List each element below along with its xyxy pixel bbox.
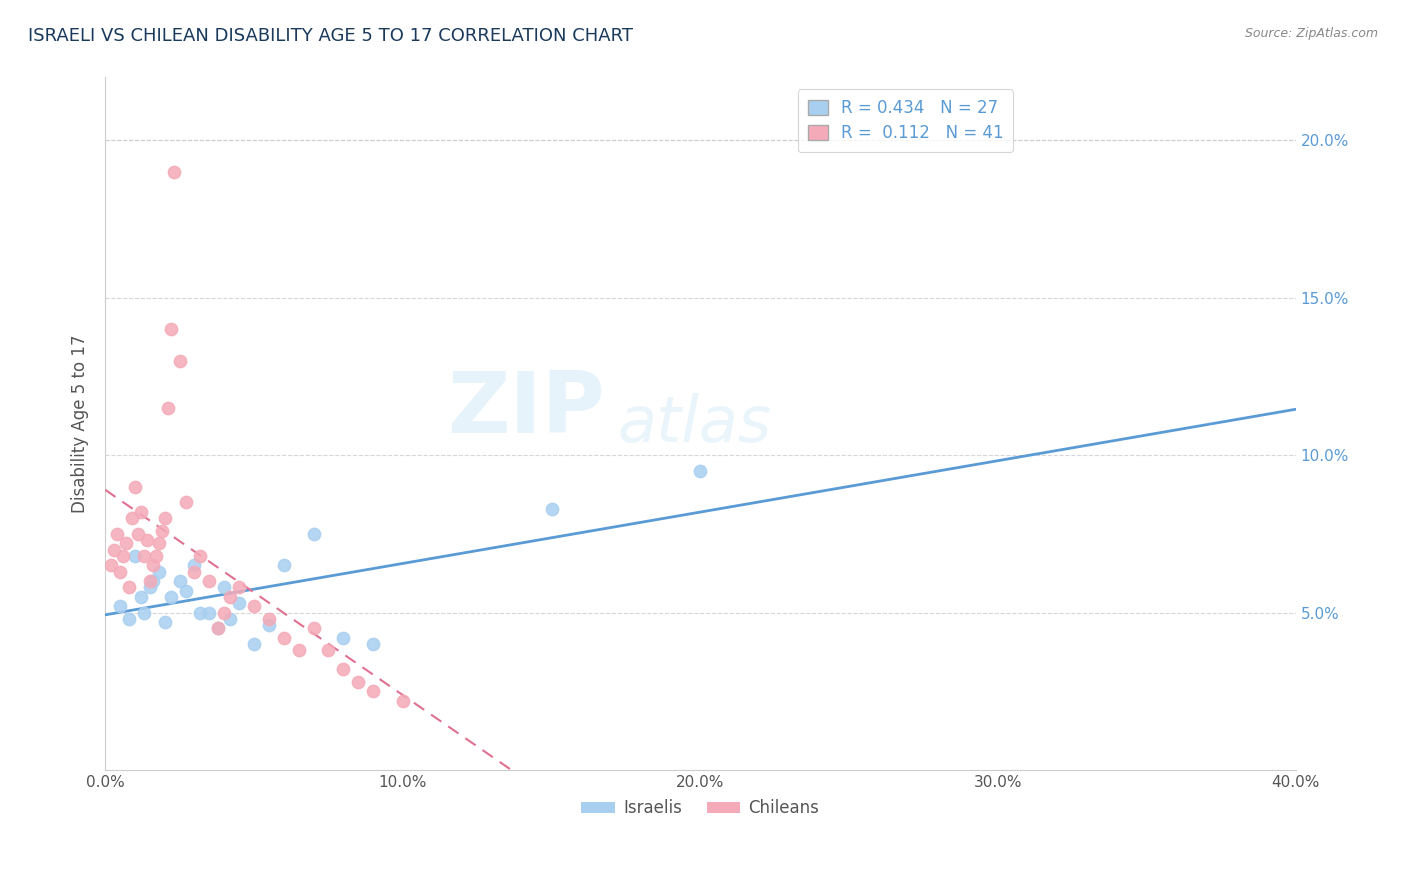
Point xyxy=(273,558,295,573)
Point xyxy=(332,631,354,645)
Point xyxy=(183,565,205,579)
Point xyxy=(361,684,384,698)
Point xyxy=(318,643,340,657)
Text: Source: ZipAtlas.com: Source: ZipAtlas.com xyxy=(1244,27,1378,40)
Point xyxy=(212,581,235,595)
Point xyxy=(257,618,280,632)
Point xyxy=(115,536,138,550)
Point xyxy=(121,511,143,525)
Point xyxy=(302,527,325,541)
Point xyxy=(257,612,280,626)
Point xyxy=(287,643,309,657)
Point xyxy=(142,558,165,573)
Legend: Israelis, Chileans: Israelis, Chileans xyxy=(575,793,827,824)
Text: ZIP: ZIP xyxy=(447,368,605,451)
Point xyxy=(219,612,242,626)
Point xyxy=(212,606,235,620)
Point xyxy=(118,612,141,626)
Point xyxy=(105,527,128,541)
Point xyxy=(198,606,221,620)
Point xyxy=(148,536,170,550)
Point xyxy=(243,599,266,614)
Point xyxy=(540,501,562,516)
Point xyxy=(145,549,167,563)
Point xyxy=(156,401,179,415)
Point xyxy=(112,549,135,563)
Point xyxy=(689,464,711,478)
Point xyxy=(169,353,191,368)
Point xyxy=(273,631,295,645)
Point xyxy=(127,527,149,541)
Point xyxy=(124,480,146,494)
Point xyxy=(153,615,176,629)
Point xyxy=(159,322,181,336)
Point xyxy=(132,606,155,620)
Point xyxy=(163,165,186,179)
Point xyxy=(124,549,146,563)
Point xyxy=(100,558,122,573)
Point xyxy=(129,590,152,604)
Point xyxy=(228,596,250,610)
Point xyxy=(361,637,384,651)
Point xyxy=(243,637,266,651)
Text: ISRAELI VS CHILEAN DISABILITY AGE 5 TO 17 CORRELATION CHART: ISRAELI VS CHILEAN DISABILITY AGE 5 TO 1… xyxy=(28,27,633,45)
Point xyxy=(129,505,152,519)
Point xyxy=(118,581,141,595)
Point xyxy=(183,558,205,573)
Point xyxy=(207,621,229,635)
Point xyxy=(198,574,221,588)
Point xyxy=(135,533,157,548)
Point xyxy=(207,621,229,635)
Text: atlas: atlas xyxy=(617,392,772,455)
Point xyxy=(190,606,212,620)
Point xyxy=(108,565,131,579)
Point xyxy=(302,621,325,635)
Point xyxy=(139,581,162,595)
Point xyxy=(142,574,165,588)
Point xyxy=(139,574,162,588)
Point xyxy=(228,581,250,595)
Point xyxy=(391,694,413,708)
Point xyxy=(132,549,155,563)
Point xyxy=(332,662,354,676)
Y-axis label: Disability Age 5 to 17: Disability Age 5 to 17 xyxy=(72,334,89,513)
Point xyxy=(153,511,176,525)
Point xyxy=(174,495,197,509)
Point xyxy=(169,574,191,588)
Point xyxy=(148,565,170,579)
Point xyxy=(190,549,212,563)
Point xyxy=(347,674,370,689)
Point xyxy=(108,599,131,614)
Point xyxy=(219,590,242,604)
Point xyxy=(103,542,125,557)
Point xyxy=(150,524,173,538)
Point xyxy=(159,590,181,604)
Point xyxy=(174,583,197,598)
